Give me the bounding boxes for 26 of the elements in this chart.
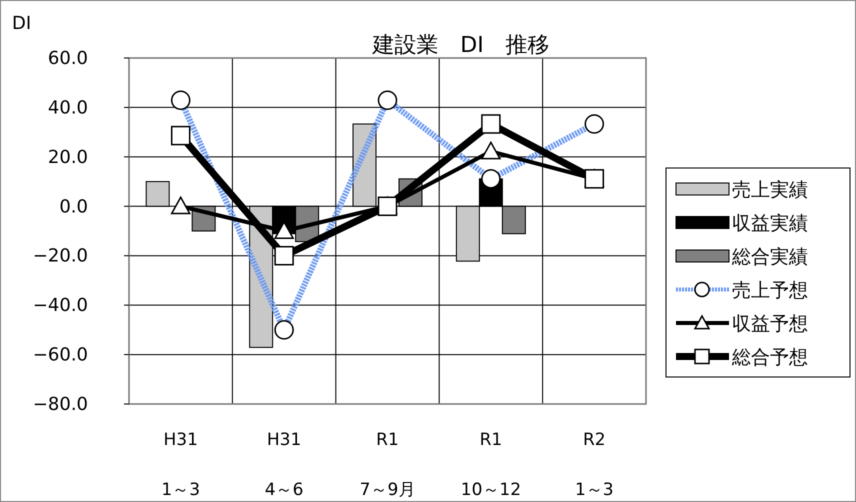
- category-label: R1 7～9月: [360, 430, 416, 500]
- ytick: −20.0: [32, 246, 88, 267]
- category-label: H31 1～3: [161, 430, 200, 500]
- ytick: −80.0: [32, 394, 88, 415]
- point: [481, 142, 501, 160]
- point: [481, 114, 501, 134]
- ytick: 20.0: [48, 146, 88, 168]
- legend-label: 売上予想: [732, 280, 808, 302]
- legend-label: 収益実績: [732, 212, 808, 234]
- chart-title: 建設業 DI 推移: [371, 33, 550, 58]
- legend-label: 総合予想: [731, 346, 808, 368]
- ytick: −40.0: [32, 295, 88, 316]
- legend-label: 売上実績: [732, 179, 808, 201]
- category-label: H31 4～6: [264, 430, 304, 500]
- category-label: R2 1～3: [574, 430, 614, 500]
- ytick: 0.0: [59, 196, 88, 218]
- point: [170, 196, 190, 214]
- category-label: R1 10～12: [460, 430, 522, 500]
- ytick: −60.0: [32, 344, 88, 366]
- legend-label: 収益予想: [732, 313, 808, 335]
- legend-label: 総合実績: [731, 246, 808, 268]
- ytick: 40.0: [48, 97, 88, 118]
- point: [170, 126, 190, 146]
- ytick: 60.0: [48, 48, 88, 69]
- point: [274, 246, 294, 266]
- y-axis-title: DI: [12, 13, 32, 34]
